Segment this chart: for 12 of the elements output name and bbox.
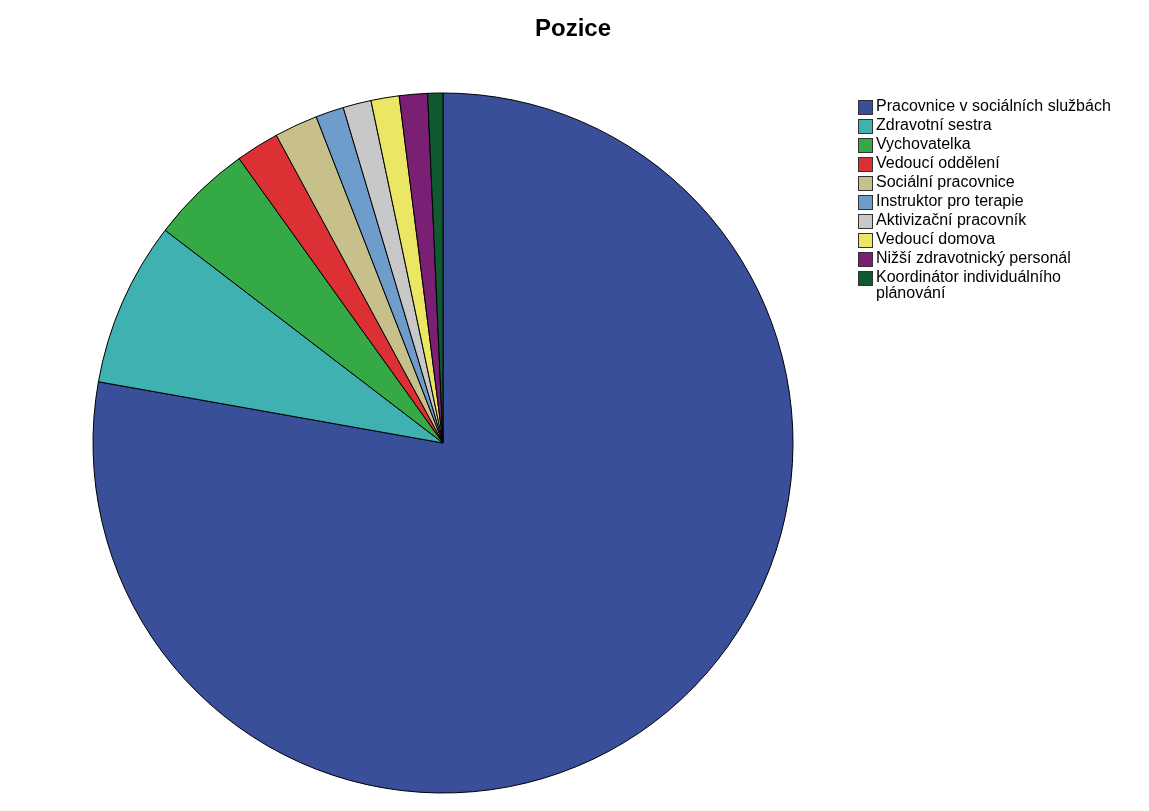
legend-label: Aktivizační pracovník: [876, 211, 1027, 228]
legend-label: Vedoucí domova: [876, 230, 996, 247]
legend-label: Vedoucí oddělení: [876, 154, 1000, 171]
legend-label: Nižší zdravotnický personál: [876, 249, 1071, 266]
chart-title: Pozice: [534, 13, 612, 43]
legend-label: Sociální pracovnice: [876, 173, 1015, 190]
legend-label: Koordinátor individuálního plánování: [876, 268, 1062, 301]
legend-label: Zdravotní sestra: [876, 116, 992, 133]
legend-label: Pracovnice v sociálních službách: [876, 97, 1111, 114]
pie-slice: [92, 92, 794, 793]
legend-label: Vychovatelka: [876, 135, 971, 152]
legend-label: Instruktor pro terapie: [876, 192, 1024, 209]
